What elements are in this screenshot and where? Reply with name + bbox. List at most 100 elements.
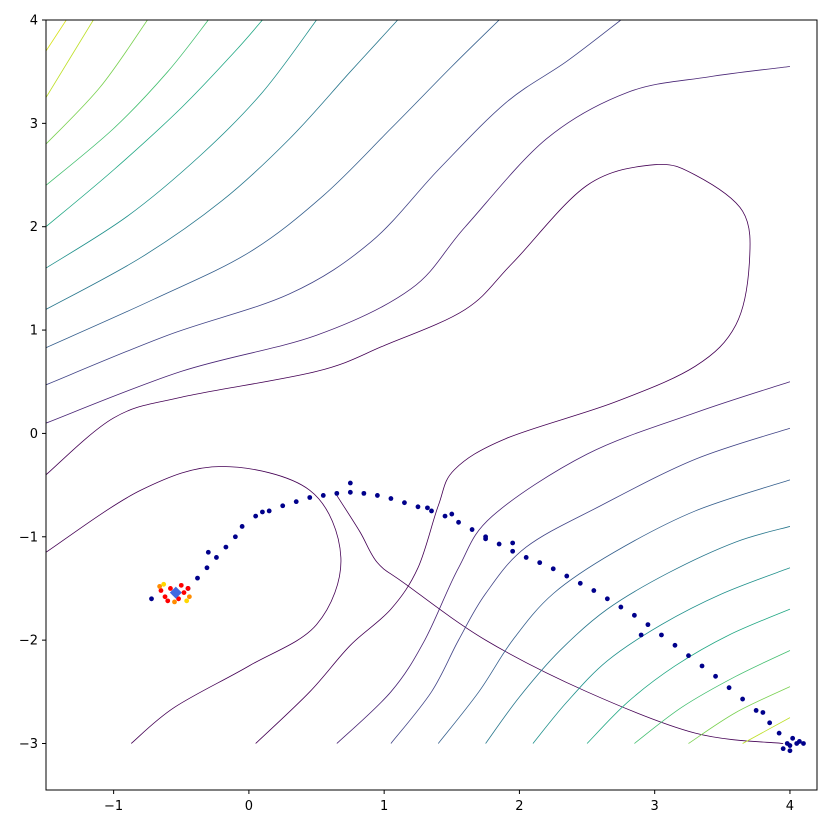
scatter-point	[184, 598, 190, 604]
y-axis: −3 −2 −1 0 1 2 3 4	[19, 14, 46, 752]
scatter-point	[176, 596, 181, 602]
contour-line	[46, 66, 791, 424]
scatter-point	[618, 604, 624, 610]
contour-line	[46, 20, 209, 186]
scatter-point	[523, 555, 529, 560]
scatter-point	[157, 583, 163, 589]
scatter-point	[659, 632, 664, 638]
contour-line	[485, 526, 791, 744]
scatter-point	[161, 581, 167, 587]
scatter-point	[776, 730, 782, 736]
y-tick-label: 2	[30, 220, 38, 235]
scatter-point	[347, 480, 353, 486]
scatter-point	[374, 493, 380, 498]
x-axis: −1 0 1 2 3 4	[104, 790, 794, 814]
scatter-point	[415, 504, 421, 510]
scatter-point	[186, 594, 192, 600]
scatter-point	[185, 586, 191, 591]
contour-line	[532, 567, 791, 744]
contour-line	[46, 20, 317, 269]
x-tick-label: 2	[515, 799, 523, 814]
scatter-point	[787, 743, 793, 748]
contour-line	[46, 20, 398, 310]
scatter-point	[638, 632, 644, 638]
scatter-point	[713, 673, 718, 679]
scatter-point	[550, 566, 556, 572]
x-tick-label: 3	[651, 799, 659, 814]
contour-line	[46, 20, 148, 145]
scatter-point	[307, 495, 313, 500]
scatter-point	[510, 548, 516, 554]
y-tick-label: −2	[19, 634, 38, 649]
scatter-point	[205, 549, 211, 555]
x-tick-label: 4	[786, 799, 794, 814]
plot-frame	[45, 19, 818, 791]
scatter-layer	[149, 480, 806, 754]
scatter-point	[178, 582, 184, 588]
scatter-point	[266, 508, 272, 514]
scatter-point	[293, 499, 299, 505]
contour-line	[46, 20, 263, 228]
contour-line	[46, 20, 67, 52]
scatter-point	[195, 575, 200, 581]
scatter-point	[740, 696, 746, 702]
scatter-point	[780, 746, 786, 752]
scatter-point	[753, 708, 759, 713]
y-tick-label: 3	[30, 117, 38, 132]
scatter-point	[469, 527, 475, 532]
y-tick-label: −3	[19, 737, 38, 752]
y-tick-label: −1	[19, 530, 38, 545]
scatter-point	[442, 513, 448, 519]
contour-line	[742, 717, 791, 744]
contour-line	[688, 686, 791, 744]
scatter-point	[162, 594, 168, 600]
scatter-point	[347, 489, 353, 495]
scatter-point	[787, 748, 793, 754]
scatter-point	[232, 534, 238, 540]
scatter-point	[801, 741, 806, 746]
scatter-point	[172, 599, 177, 605]
scatter-point	[320, 493, 326, 498]
scatter-point	[425, 505, 430, 511]
scatter-point	[496, 541, 502, 547]
scatter-point	[564, 573, 570, 579]
x-tick-label: −1	[104, 799, 123, 814]
scatter-point	[429, 508, 434, 514]
scatter-point	[537, 560, 543, 566]
contour-line	[46, 20, 94, 98]
scatter-point	[672, 642, 678, 648]
contour-line	[336, 495, 784, 744]
scatter-point	[510, 540, 516, 546]
scatter-point	[767, 720, 773, 726]
scatter-point	[253, 513, 259, 519]
contour-line	[390, 427, 791, 744]
y-tick-label: 4	[30, 14, 38, 29]
x-tick-label: 0	[245, 799, 253, 814]
contour-line	[46, 163, 751, 744]
scatter-point	[165, 598, 171, 604]
minimum-marker	[169, 586, 182, 599]
scatter-point	[149, 596, 154, 602]
scatter-point	[449, 511, 455, 517]
contour-line	[634, 650, 791, 744]
scatter-point	[239, 524, 245, 529]
scatter-point	[686, 653, 691, 659]
scatter-point	[361, 490, 367, 496]
scatter-point	[726, 685, 732, 691]
contour-line	[46, 20, 500, 349]
scatter-point	[223, 544, 229, 550]
contour-line	[46, 466, 342, 744]
scatter-point	[260, 509, 265, 515]
scatter-point	[797, 739, 802, 744]
scatter-point	[204, 565, 210, 571]
scatter-point	[483, 536, 489, 542]
scatter-point	[699, 663, 705, 669]
contour-line	[437, 479, 791, 744]
scatter-point	[591, 588, 597, 593]
x-tick-label: 1	[380, 799, 388, 814]
scatter-point	[577, 580, 583, 586]
scatter-point	[456, 519, 461, 525]
scatter-point	[402, 500, 407, 506]
scatter-point	[158, 588, 164, 593]
